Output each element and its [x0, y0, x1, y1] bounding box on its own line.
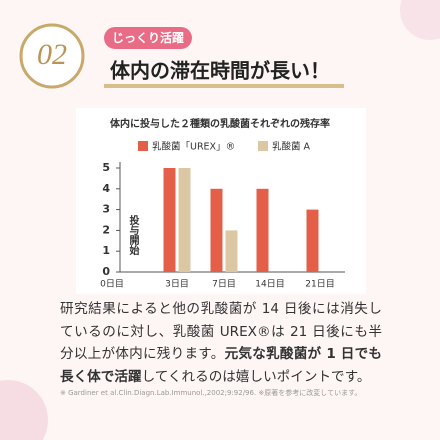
decor [400, 0, 440, 40]
legend-swatch [138, 141, 148, 151]
y-tick-label: 4 [102, 182, 110, 195]
headline: 体内の滞在時間が長い！ [110, 59, 330, 83]
decor [0, 380, 48, 440]
y-tick-label: 3 [102, 203, 110, 216]
x-tick-label: 21日目 [305, 279, 334, 290]
badge [19, 23, 85, 89]
annotation: 投与開始 [127, 214, 139, 256]
bar [306, 209, 319, 272]
bar [225, 230, 238, 272]
legend-swatch [258, 141, 268, 151]
x-tick-label: 14日目 [255, 279, 284, 290]
x-tick-label: 3日目 [165, 279, 189, 290]
bar [210, 188, 223, 272]
x-tick-label: 7日目 [212, 279, 236, 290]
y-tick-label: 0 [102, 265, 110, 278]
legend-label: 乳酸菌「UREX」® [152, 141, 235, 153]
body-span: 研究結果によると他の乳酸菌が 14 日後には消失しているのに対し、乳酸菌 URE… [60, 301, 382, 362]
body-span: してくれるのは嬉しいポイントです。 [141, 368, 371, 385]
legend-label: 乳酸菌 A [272, 141, 311, 153]
y-tick-label: 5 [102, 161, 110, 174]
tag: じっくり活躍 [112, 30, 184, 45]
tag-bg [104, 27, 192, 49]
badge-number: 02 [37, 38, 67, 71]
x-tick-label: 0日目 [100, 279, 124, 290]
bar [256, 188, 269, 272]
footnote: ※ Gardiner et al.Clin.Diagn.Lab.Immunol.… [60, 389, 362, 397]
y-tick-label: 1 [102, 244, 110, 257]
y-tick-label: 2 [102, 223, 110, 236]
underline [104, 84, 344, 88]
chart-title: 体内に投与した２種類の乳酸菌それぞれの残存率 [110, 117, 330, 130]
body-bold: 元気な乳酸菌が 1 日でも長く体で活躍 [60, 346, 382, 385]
body-text: 研究結果によると他の乳酸菌が 14 日後には消失しているのに対し、乳酸菌 URE… [60, 298, 382, 388]
bar [178, 168, 191, 272]
bar [163, 168, 176, 272]
